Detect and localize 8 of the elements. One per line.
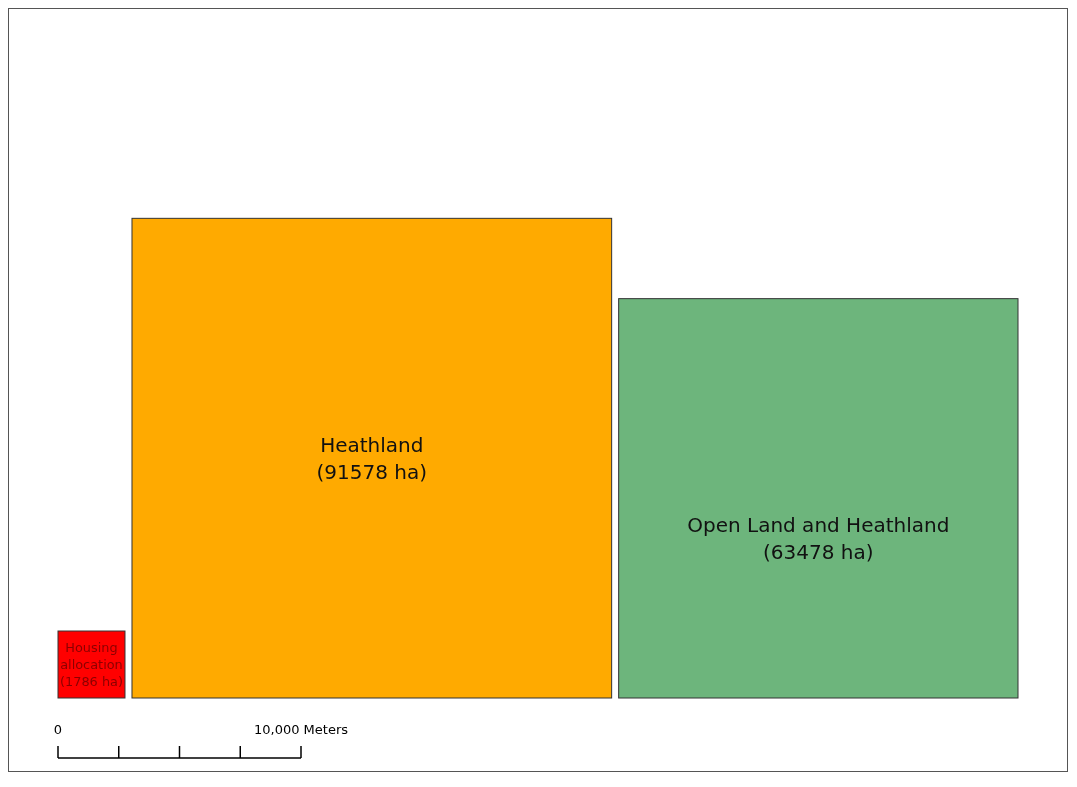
data-label: (91578 ha) <box>316 459 428 484</box>
text: 0 <box>53 722 63 737</box>
category-label: Housing allocation <box>60 639 123 673</box>
text: 10,000 Meters <box>253 722 349 737</box>
category-label: Open Land and Heathland <box>687 513 950 538</box>
category-label: Heathland <box>320 432 424 457</box>
data-label: (63478 ha) <box>763 540 874 565</box>
data-label: (1786 ha) <box>60 674 123 690</box>
